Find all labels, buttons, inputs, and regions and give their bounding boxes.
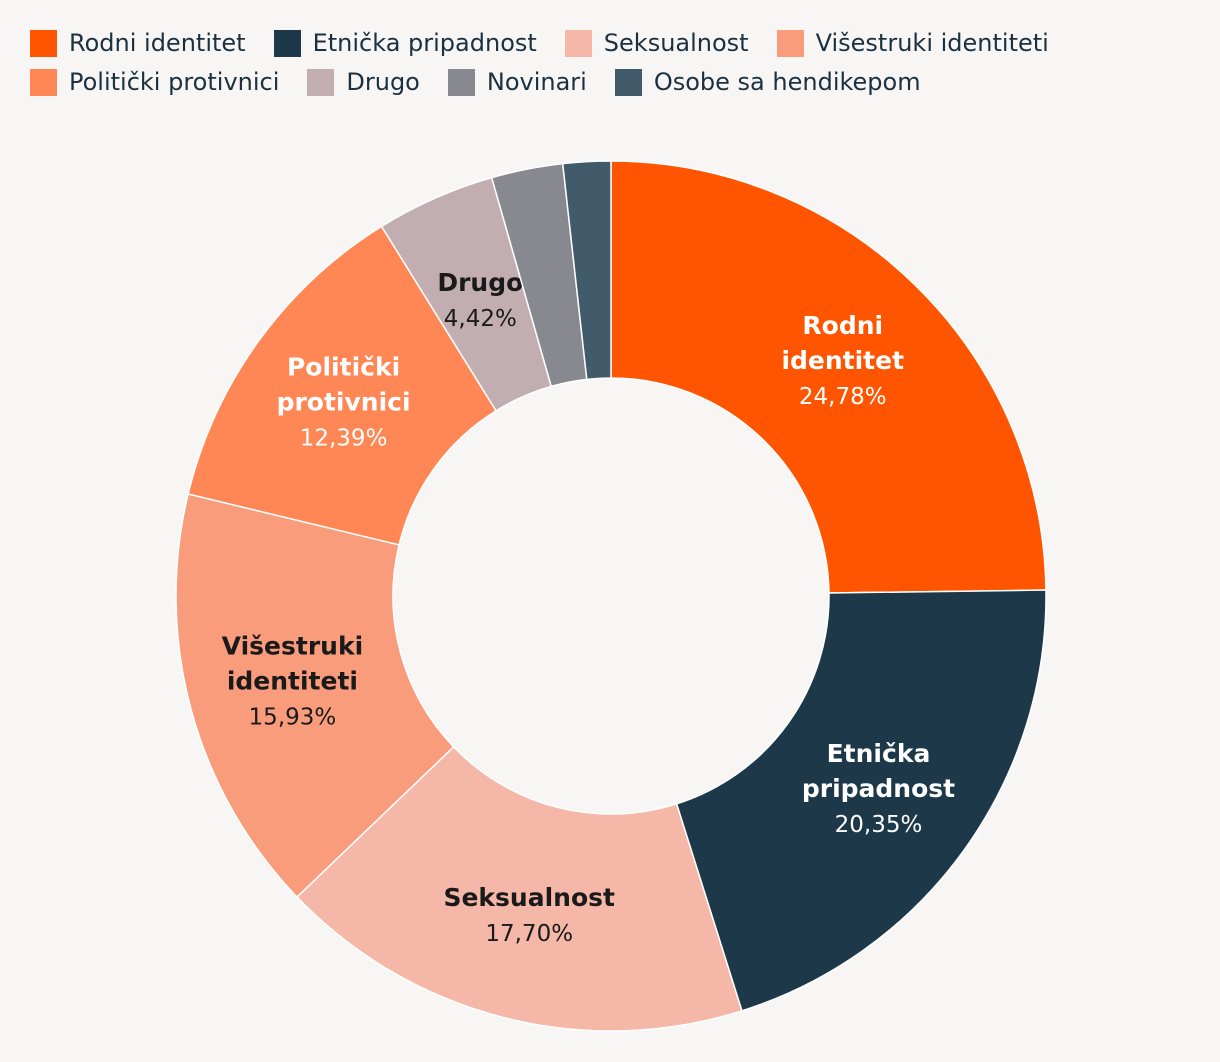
slice-name-label: identiteti	[227, 667, 358, 696]
legend-label: Etnička pripadnost	[312, 29, 537, 57]
legend-swatch	[273, 29, 301, 57]
slice-label: Etnička pripadnost 20,35%	[802, 739, 955, 838]
legend-label: Višestruki identiteti	[815, 29, 1049, 57]
slice-name-label: protivnici	[277, 387, 411, 416]
donut-slice	[295, 745, 743, 1032]
legend-item: Osobe sa hendikepom	[614, 67, 921, 97]
donut-slice	[675, 589, 1047, 1012]
legend-item: Rodni identitet	[30, 28, 246, 58]
donut-slice	[610, 160, 1047, 594]
legend-label: Politički protivnici	[69, 68, 280, 96]
slice-name-label: Rodni	[802, 311, 883, 340]
legend-label: Drugo	[346, 68, 420, 96]
legend-label: Novinari	[486, 68, 587, 96]
legend-item: Politički protivnici	[30, 67, 279, 97]
slice-value-label: 24,78%	[799, 384, 887, 410]
donut-slice	[187, 225, 498, 546]
donut-slice	[561, 160, 612, 381]
legend-item: Etnička pripadnost	[273, 28, 537, 58]
legend-swatch	[776, 29, 804, 57]
slice-name-label: Etnička	[827, 739, 931, 768]
legend-item: Višestruki identiteti	[776, 28, 1049, 58]
legend-swatch	[30, 29, 57, 57]
slice-value-label: 17,70%	[485, 921, 573, 947]
legend-item: Drugo	[307, 67, 420, 97]
legend-label: Seksualnost	[603, 29, 749, 57]
slice-label: Drugo 4,42%	[437, 268, 523, 332]
legend-label: Rodni identitet	[69, 29, 246, 57]
legend-swatch	[307, 68, 335, 96]
slice-name-label: Višestruki	[222, 632, 363, 661]
legend-item: Seksualnost	[564, 28, 749, 58]
slice-name-label: identitet	[781, 346, 904, 375]
slice-name-label: Seksualnost	[443, 883, 615, 912]
donut-slice	[175, 493, 455, 899]
chart-legend: Rodni identitet Etnička pripadnost Seksual…	[30, 28, 1200, 97]
legend-label: Osobe sa hendikepom	[653, 68, 921, 96]
slice-name-label: Politički	[287, 352, 400, 381]
legend-swatch	[614, 68, 642, 96]
slice-value-label: 20,35%	[835, 812, 923, 838]
slice-value-label: 12,39%	[300, 425, 388, 451]
slice-name-label: pripadnost	[802, 774, 955, 803]
slice-name-label: Drugo	[437, 268, 523, 297]
legend-swatch	[447, 68, 475, 96]
legend-item: Novinari	[447, 67, 587, 97]
legend-swatch	[30, 68, 57, 96]
slice-label: Rodni identitet 24,78%	[781, 311, 904, 410]
slice-label: Seksualnost 17,70%	[443, 883, 615, 947]
slice-label: Politički protivnici 12,39%	[277, 352, 411, 451]
slice-value-label: 15,93%	[249, 705, 337, 731]
slice-label: Višestruki identiteti 15,93%	[222, 632, 363, 731]
legend-swatch	[564, 29, 592, 57]
slice-value-label: 4,42%	[444, 306, 517, 332]
